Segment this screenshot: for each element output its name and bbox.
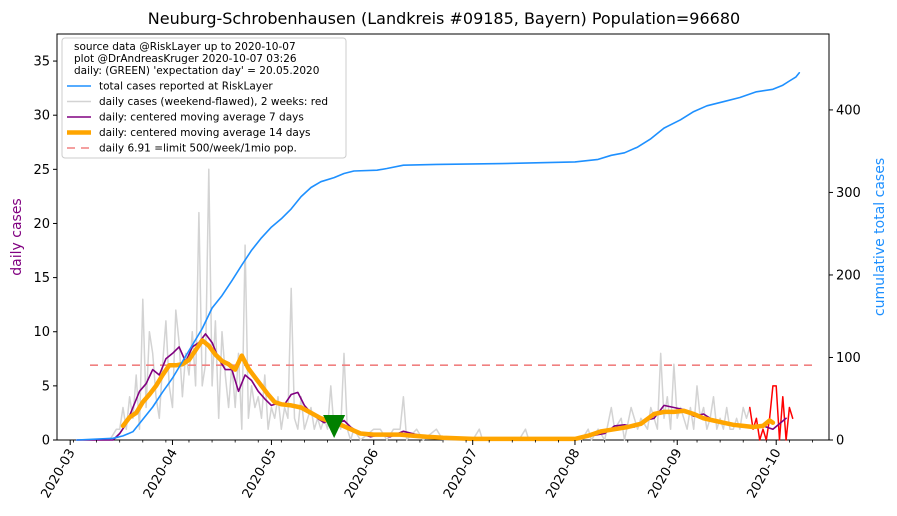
y-tick-label-left: 20 — [33, 217, 50, 232]
series-moving-average-14-line — [120, 338, 776, 442]
legend-label: daily: centered moving average 7 days — [99, 112, 304, 124]
legend-info-line: daily: (GREEN) 'expectation day' = 20.05… — [74, 65, 319, 77]
expectation-day-marker — [323, 415, 346, 439]
y-tick-label-left: 5 — [42, 379, 50, 394]
x-tick-label: 2020-08 — [543, 447, 583, 502]
y-axis-label-left: daily cases — [9, 198, 25, 275]
legend-info-line: plot @DrAndreasKruger 2020-10-07 03:26 — [74, 53, 297, 65]
y-tick-label-left: 0 — [42, 434, 50, 449]
legend-label: daily cases (weekend-flawed), 2 weeks: r… — [99, 96, 328, 108]
series-daily-recent-line — [749, 385, 794, 441]
y-tick-label-left: 35 — [33, 55, 50, 70]
y-tick-label-right: 300 — [836, 186, 861, 201]
chart-title: Neuburg-Schrobenhausen (Landkreis #09185… — [148, 9, 740, 28]
x-tick-label: 2020-05 — [240, 447, 280, 502]
legend-box — [61, 37, 347, 159]
y-tick-label-right: 100 — [836, 351, 861, 366]
x-tick-label: 2020-03 — [39, 447, 79, 502]
y-tick-label-left: 25 — [33, 163, 50, 178]
legend: source data @RiskLayer up to 2020-10-07 … — [61, 37, 347, 159]
legend-label: daily 6.91 =limit 500/week/1mio pop. — [99, 143, 297, 155]
series-total-cases-line — [76, 72, 801, 441]
legend-label: daily: centered moving average 14 days — [99, 127, 311, 139]
y-axis-label-right: cumulative total cases — [872, 158, 888, 316]
x-tick-label: 2020-04 — [141, 447, 181, 502]
x-tick-label: 2020-09 — [646, 447, 686, 502]
legend-label: total cases reported at RiskLayer — [99, 81, 273, 93]
legend-entries: total cases reported at RiskLayer daily c… — [67, 81, 328, 155]
series-layer — [76, 72, 813, 442]
y-tick-label-left: 15 — [33, 271, 50, 286]
legend-info-line: source data @RiskLayer up to 2020-10-07 — [74, 41, 296, 53]
y-tick-label-right: 400 — [836, 103, 861, 118]
x-tick-label: 2020-10 — [745, 447, 785, 502]
x-tick-label: 2020-07 — [441, 447, 481, 502]
y-tick-label-left: 30 — [33, 109, 50, 124]
y-tick-label-right: 0 — [836, 434, 844, 449]
series-daily-cases-line — [76, 168, 751, 441]
x-tick-label: 2020-06 — [342, 447, 382, 502]
y-tick-label-right: 200 — [836, 268, 861, 283]
y-tick-label-left: 10 — [33, 325, 50, 340]
